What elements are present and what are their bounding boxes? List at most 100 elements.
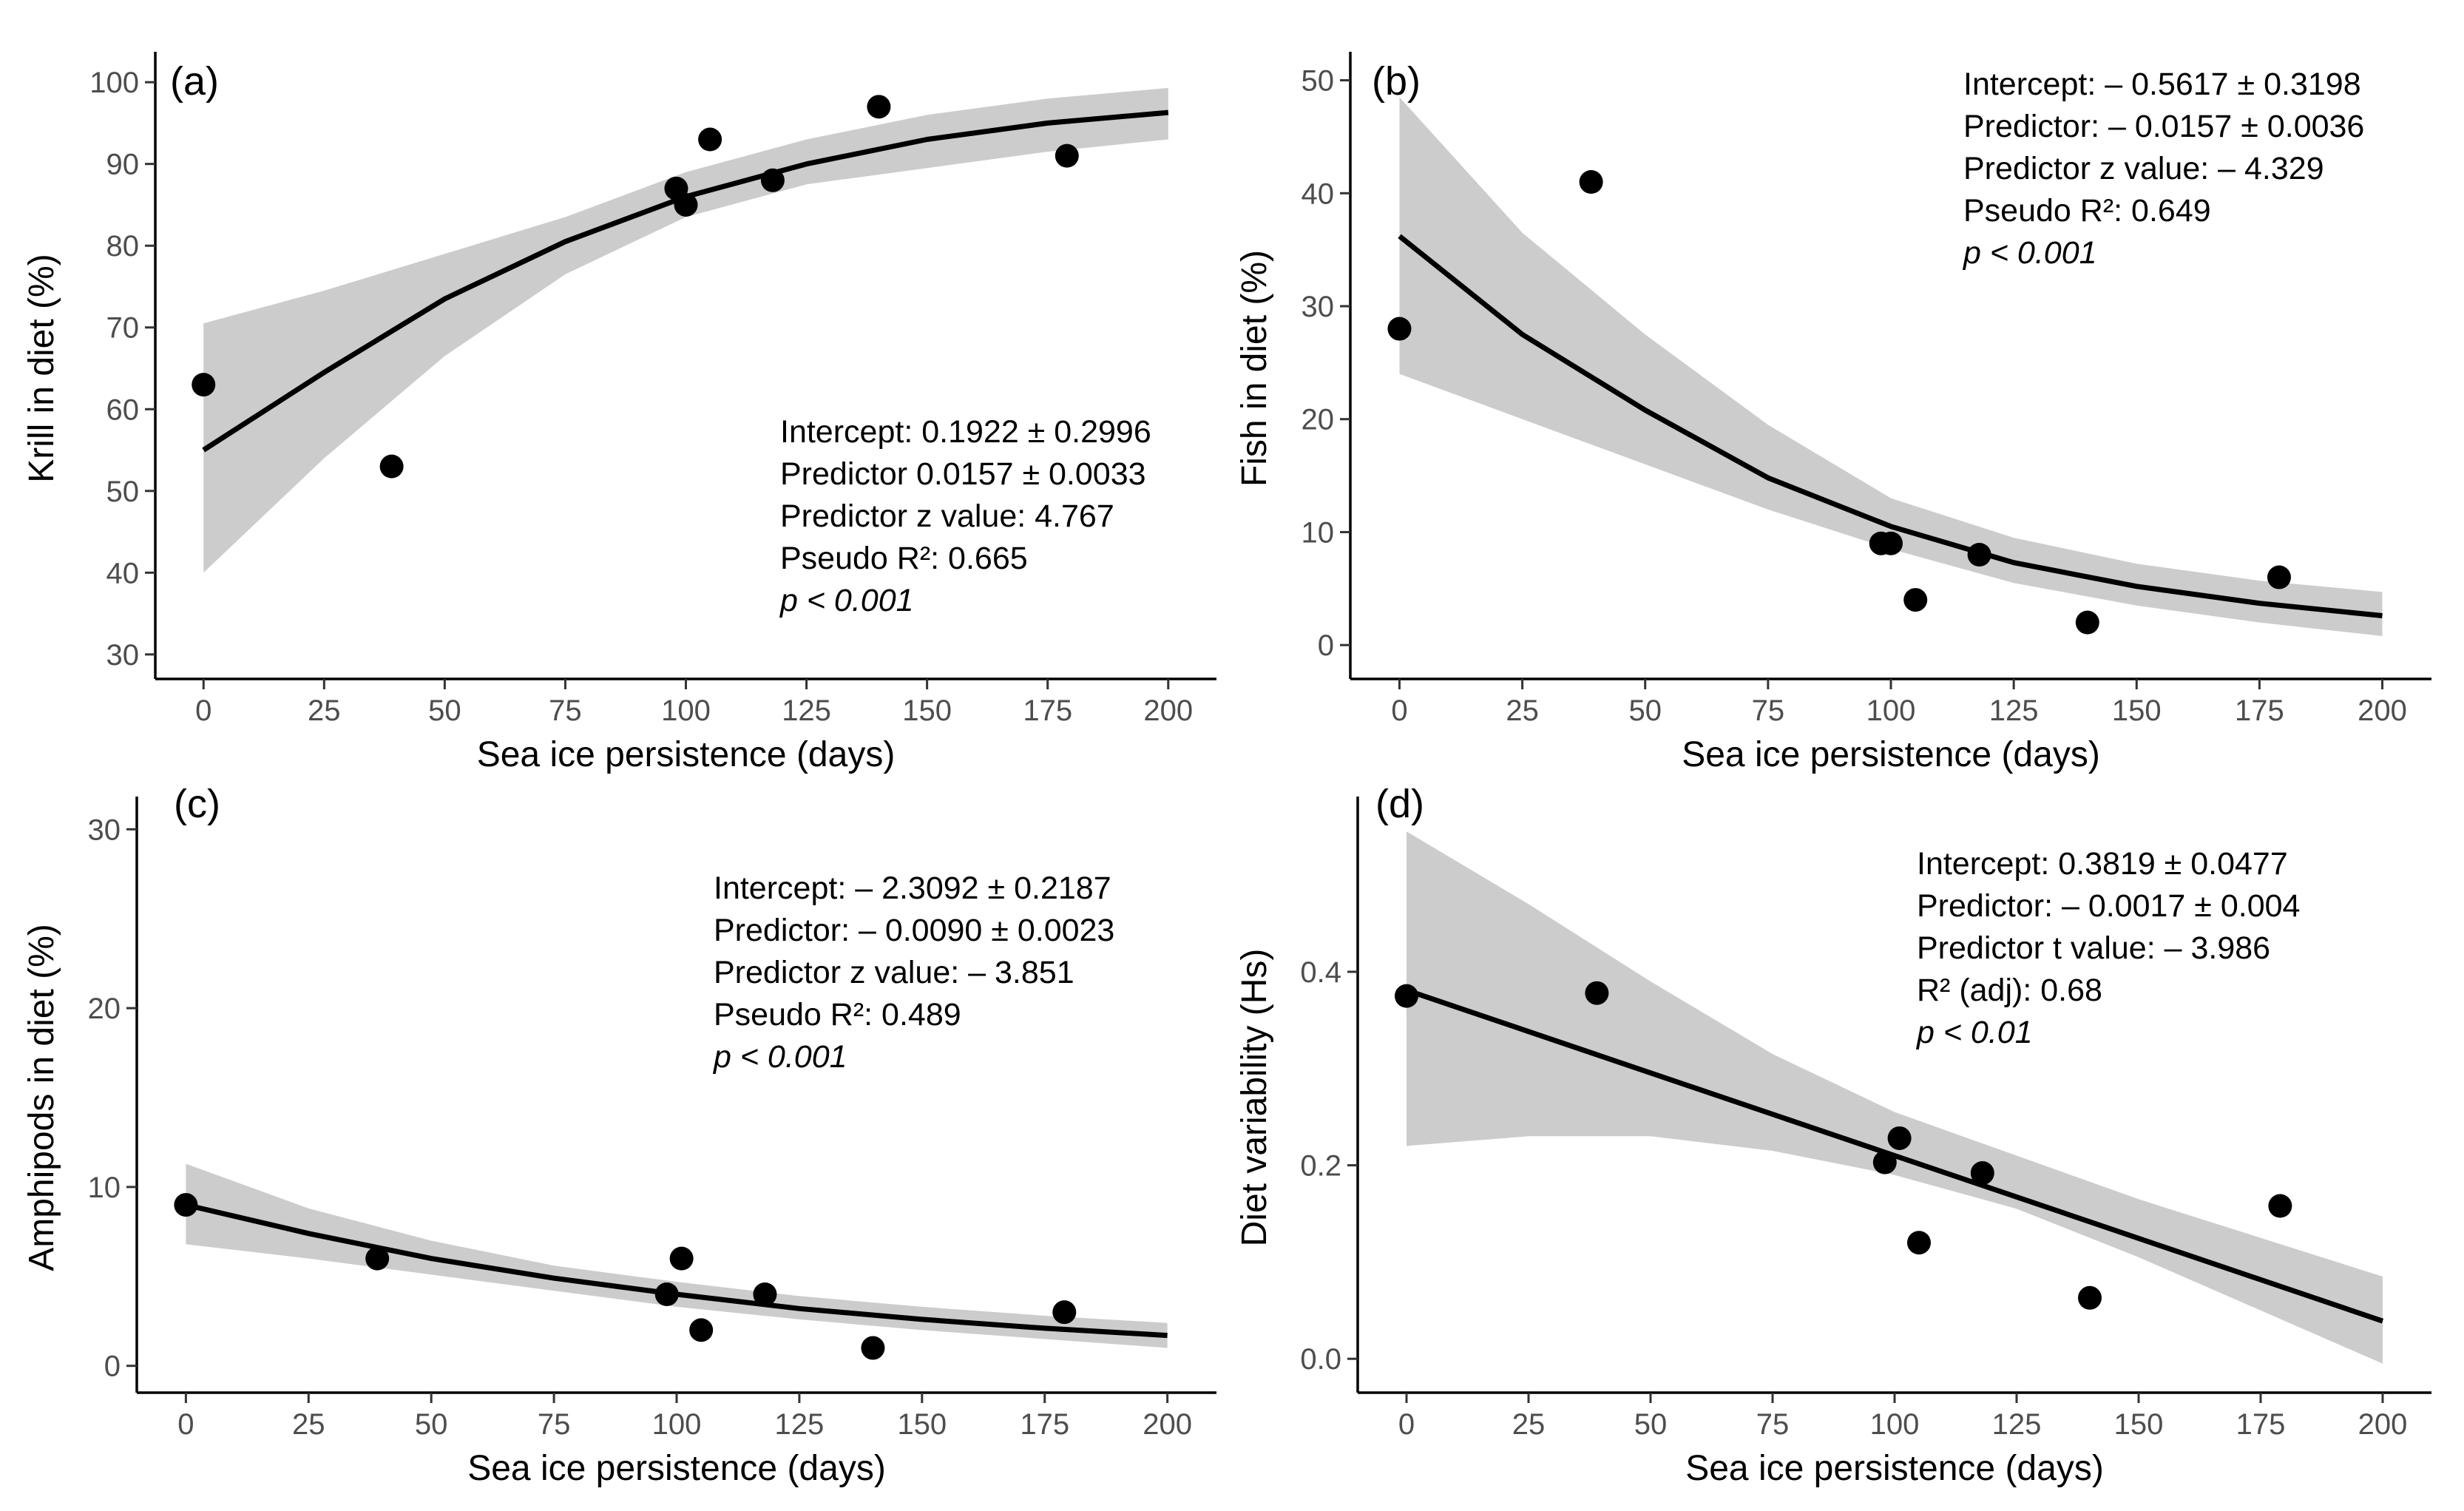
x-tick-label: 150 (897, 1408, 947, 1441)
x-tick-label: 200 (2358, 694, 2407, 727)
x-tick-label: 50 (1634, 1408, 1668, 1441)
data-point (1579, 170, 1603, 194)
stats-annotation-line: p < 0.001 (1962, 235, 2097, 271)
x-axis-title: Sea ice persistence (days) (477, 735, 896, 774)
x-tick-label: 175 (1020, 1408, 1069, 1441)
x-tick-label: 75 (549, 694, 582, 727)
panel-label: (b) (1372, 59, 1421, 104)
y-axis-title: Krill in diet (%) (22, 254, 61, 482)
panel-label: (c) (174, 782, 220, 826)
x-tick-label: 0 (1398, 1408, 1415, 1441)
data-point (379, 454, 404, 479)
y-axis-title: Amphipods in diet (%) (22, 924, 61, 1271)
y-tick-label: 0.4 (1300, 956, 1341, 989)
x-tick-label: 125 (782, 694, 831, 727)
x-tick-label: 150 (902, 694, 952, 727)
data-point (192, 373, 216, 397)
data-point (174, 1193, 198, 1217)
x-tick-label: 25 (292, 1408, 325, 1441)
data-point (2267, 565, 2291, 589)
data-point (867, 95, 891, 119)
data-point (760, 168, 785, 192)
data-point (1055, 143, 1079, 168)
panel-a-krill: 0 25 50 75 100 125 150 175 200 30 40 50 60 70 80 90 100 S… (22, 52, 1216, 774)
x-tick-label: 175 (1023, 694, 1072, 727)
stats-annotation-line: Intercept: 0.1922 ± 0.2996 (780, 414, 1151, 450)
data-point (689, 1318, 714, 1342)
stats-annotation-line: Predictor z value: 4.767 (780, 498, 1114, 534)
data-point (753, 1282, 777, 1306)
x-tick-label: 200 (1143, 694, 1193, 727)
x-tick-label: 175 (2235, 694, 2284, 727)
y-tick-label: 0 (104, 1351, 121, 1383)
stats-annotation-line: Predictor 0.0157 ± 0.0033 (780, 456, 1146, 492)
x-tick-label: 75 (1756, 1408, 1790, 1441)
x-tick-label: 25 (1512, 1408, 1546, 1441)
y-tick-label: 20 (88, 993, 121, 1025)
x-tick-label: 175 (2236, 1408, 2286, 1441)
stats-annotation-line: Predictor: – 0.0090 ± 0.0023 (714, 913, 1114, 948)
x-tick-label: 100 (661, 694, 711, 727)
stats-annotation-line: Predictor t value: – 3.986 (1917, 930, 2270, 966)
data-point (1967, 543, 1991, 567)
stats-annotation-line: Intercept: 0.3819 ± 0.0477 (1917, 846, 2288, 882)
x-tick-label: 100 (1870, 1408, 1920, 1441)
panel-label: (a) (170, 59, 219, 104)
x-tick-label: 75 (538, 1408, 571, 1441)
x-tick-label: 100 (1866, 694, 1916, 727)
stats-annotation-line: Predictor: – 0.0017 ± 0.004 (1917, 888, 2300, 924)
panel-b-fish: 0 25 50 75 100 125 150 175 200 0 10 20 30 40 50 Sea ice… (1235, 52, 2431, 774)
x-tick-label: 100 (652, 1408, 702, 1441)
data-point (1872, 1150, 1897, 1174)
x-tick-label: 0 (177, 1408, 194, 1441)
data-point (698, 127, 722, 152)
y-tick-label: 30 (88, 814, 121, 846)
y-axis-title: Fish in diet (%) (1235, 250, 1274, 487)
data-point (2078, 1285, 2102, 1310)
panel-d-diet-variability: 0 25 50 75 100 125 150 175 200 0.0 0.2 0.4 Sea ice p… (1235, 782, 2431, 1488)
y-tick-label: 20 (1302, 404, 1335, 436)
fitted-line (1405, 987, 2384, 1324)
x-axis-title: Sea ice persistence (days) (467, 1449, 886, 1488)
stats-annotation-line: p < 0.001 (712, 1039, 847, 1075)
y-tick-label: 50 (1302, 65, 1335, 98)
panel-label: (d) (1375, 782, 1424, 826)
data-point (1395, 984, 1418, 1008)
y-tick-label: 60 (106, 393, 140, 426)
x-tick-label: 150 (2114, 1408, 2164, 1441)
data-point (365, 1246, 390, 1271)
y-tick-label: 80 (106, 230, 140, 263)
y-tick-label: 0 (1318, 629, 1334, 662)
x-axis-title: Sea ice persistence (days) (1685, 1449, 2104, 1488)
panel-c-amphipods: 0 25 50 75 100 125 150 175 200 0 10 20 30 Sea ice per… (22, 782, 1216, 1488)
data-point (1907, 1231, 1931, 1255)
x-tick-label: 125 (1989, 694, 2039, 727)
stats-annotation-line: Predictor z value: – 4.329 (1963, 151, 2324, 186)
stats-annotation-line: Intercept: – 2.3092 ± 0.2187 (714, 871, 1111, 906)
x-tick-label: 25 (1506, 694, 1539, 727)
stats-annotation-line: Predictor: – 0.0157 ± 0.0036 (1963, 109, 2364, 144)
data-point (1887, 1126, 1912, 1150)
y-tick-label: 0.2 (1300, 1150, 1341, 1183)
y-tick-label: 30 (1302, 291, 1335, 323)
y-tick-label: 50 (106, 476, 140, 508)
y-tick-label: 40 (106, 557, 140, 589)
x-tick-label: 75 (1752, 694, 1785, 727)
stats-annotation-line: Pseudo R²: 0.665 (780, 541, 1028, 576)
x-tick-label: 150 (2112, 694, 2162, 727)
stats-annotation-line: Intercept: – 0.5617 ± 0.3198 (1963, 67, 2361, 102)
stats-annotation-line: p < 0.001 (779, 583, 914, 618)
data-point (2268, 1194, 2292, 1218)
stats-annotation-line: R² (adj): 0.68 (1917, 973, 2102, 1008)
x-axis-title: Sea ice persistence (days) (1682, 735, 2100, 774)
data-point (669, 1246, 694, 1271)
y-axis-title: Diet variability (Hs) (1235, 949, 1274, 1247)
data-point (674, 192, 698, 217)
x-tick-label: 125 (1992, 1408, 2042, 1441)
x-tick-label: 0 (1391, 694, 1407, 727)
y-tick-label: 70 (106, 312, 140, 345)
y-tick-label: 10 (88, 1172, 121, 1204)
data-point (1387, 317, 1412, 341)
stats-annotation-line: Pseudo R²: 0.489 (714, 997, 961, 1032)
stats-annotation-line: Predictor z value: – 3.851 (714, 955, 1074, 990)
